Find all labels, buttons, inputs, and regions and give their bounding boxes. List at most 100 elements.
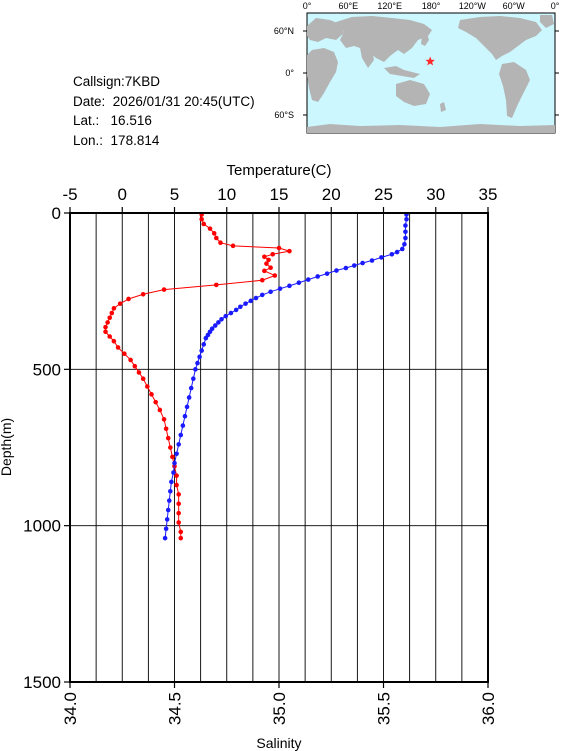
- lon-label: Lon.:: [73, 132, 104, 148]
- map-land: [307, 15, 555, 133]
- temperature-point: [201, 342, 207, 347]
- lat-value: 16.516: [110, 113, 152, 128]
- depth-tick-label: 1000: [23, 517, 61, 536]
- temperature-point: [184, 404, 190, 410]
- temperature-point: [379, 255, 384, 260]
- salinity-point: [145, 384, 150, 389]
- map-top-tick-label: 120°W: [459, 1, 487, 11]
- temperature-point: [268, 289, 273, 295]
- salinity-point: [176, 510, 181, 516]
- map-top-tick-label: 180°: [422, 1, 441, 11]
- temperature-point: [168, 488, 173, 494]
- salinity-axis-title: Salinity: [256, 735, 301, 751]
- temperature-point: [195, 360, 200, 366]
- salinity-point: [126, 296, 131, 302]
- salinity-tick-label: 34.5: [166, 692, 185, 725]
- temperature-point: [404, 216, 409, 222]
- depth-tick-label: 500: [33, 360, 61, 379]
- world-map: 60°N 0° 60°S 0° 60°E 120°E 180° 120°W 60°W 0°: [274, 1, 560, 134]
- salinity-tick-label: 34.0: [61, 692, 80, 725]
- temperature-point: [394, 249, 400, 255]
- lon-value: 178.814: [110, 132, 160, 148]
- map-top-tick-label: 60°W: [503, 1, 526, 11]
- land-south-america: [499, 62, 530, 118]
- temperature-tick-label: 30: [426, 185, 445, 204]
- map-top-tick-label: 120°E: [377, 1, 402, 11]
- temperature-point: [334, 268, 339, 273]
- salinity-point: [276, 245, 282, 251]
- temperature-point: [166, 498, 172, 503]
- temperature-tick-label: 20: [322, 185, 341, 204]
- salinity-tick-label: 35.0: [270, 692, 289, 725]
- temperature-point: [180, 423, 186, 428]
- temperature-point: [165, 507, 171, 513]
- temperature-point: [197, 354, 202, 360]
- land-indonesia: [384, 66, 420, 78]
- temperature-tick-label: 10: [217, 185, 236, 204]
- temperature-point: [389, 251, 395, 257]
- temperature-point: [400, 246, 405, 252]
- salinity-point: [117, 301, 123, 306]
- salinity-point: [207, 226, 213, 231]
- map-marker-layer: [425, 56, 435, 66]
- salinity-point: [128, 357, 133, 363]
- map-top-tick-label: 60°E: [339, 1, 359, 11]
- land-north-america: [458, 16, 542, 60]
- salinity-point: [230, 243, 236, 249]
- depth-tick-label: 0: [52, 204, 61, 223]
- callsign-value: 7KBD: [124, 74, 161, 89]
- salinity-point: [103, 329, 108, 335]
- temperature-point: [212, 323, 218, 328]
- temperature-point: [324, 271, 330, 276]
- temperature-point: [163, 526, 169, 532]
- salinity-point: [111, 338, 117, 344]
- salinity-point: [287, 248, 292, 254]
- temperature-point: [203, 335, 209, 341]
- temperature-point: [243, 301, 248, 306]
- temperature-point: [223, 313, 229, 319]
- temperature-point: [171, 470, 176, 475]
- temperature-tick-label: -5: [62, 185, 77, 204]
- salinity-point: [176, 520, 181, 525]
- temperature-point: [193, 367, 198, 372]
- salinity-point: [168, 445, 173, 450]
- salinity-point: [115, 345, 121, 350]
- salinity-point: [218, 240, 223, 245]
- salinity-tick-label: 35.5: [375, 692, 394, 725]
- lat-row: Lat.: 16.516: [73, 111, 255, 131]
- temperature-point: [191, 376, 196, 382]
- temperature-point: [253, 295, 259, 301]
- temperature-point: [360, 260, 365, 266]
- date-value: 2026/01/31 20:45(UTC): [112, 93, 255, 109]
- temperature-point: [182, 413, 188, 419]
- land-greenland: [540, 15, 554, 28]
- map-left-tick-label: 60°N: [274, 26, 294, 36]
- salinity-point: [214, 235, 219, 241]
- temperature-point: [228, 310, 234, 316]
- temperature-tick-label: 35: [479, 185, 498, 204]
- map-left-tick-label: 60°S: [274, 110, 294, 120]
- land-australia: [396, 80, 430, 106]
- temperature-point: [369, 258, 375, 263]
- salinity-point: [105, 320, 110, 325]
- salinity-point: [178, 529, 184, 535]
- salinity-point: [201, 221, 207, 227]
- lon-row: Lon.: 178.814: [73, 131, 255, 151]
- salinity-point: [176, 492, 181, 497]
- temperature-point: [219, 317, 224, 322]
- land-africa: [307, 48, 338, 102]
- station-marker-star-icon: [425, 56, 435, 66]
- salinity-point: [170, 454, 175, 460]
- temperature-tick-label: 5: [170, 185, 179, 204]
- salinity-point: [111, 306, 117, 311]
- salinity-point: [264, 261, 269, 266]
- land-india: [360, 48, 374, 68]
- station-info: Callsign:7KBD Date: 2026/01/31 20:45(UTC…: [73, 72, 255, 150]
- temperature-point: [169, 479, 174, 485]
- temperature-point: [238, 304, 243, 310]
- temperature-point: [351, 263, 357, 268]
- series-layer: [103, 212, 409, 541]
- salinity-point: [272, 273, 278, 278]
- salinity-point: [161, 287, 167, 292]
